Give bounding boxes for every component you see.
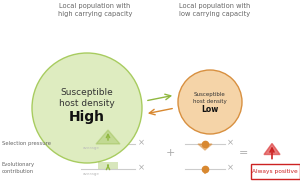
Polygon shape — [96, 130, 120, 144]
Text: Local population with
high carrying capacity: Local population with high carrying capa… — [58, 3, 132, 17]
Text: Evolutionary
contribution: Evolutionary contribution — [2, 162, 35, 174]
Text: =: = — [238, 148, 248, 159]
Text: average: average — [83, 146, 100, 151]
Text: average: average — [83, 172, 100, 176]
Text: Local population with
low carrying capacity: Local population with low carrying capac… — [179, 3, 250, 17]
Text: Low: Low — [201, 104, 219, 113]
Text: Susceptible
host density: Susceptible host density — [59, 88, 115, 108]
Text: +: + — [165, 148, 175, 159]
Text: ×: × — [137, 163, 145, 172]
FancyBboxPatch shape — [250, 163, 299, 179]
Text: Susceptible
host density: Susceptible host density — [193, 92, 227, 104]
Bar — [98, 162, 118, 169]
Text: ×: × — [137, 138, 145, 147]
Polygon shape — [264, 143, 280, 155]
Text: Selection pressure: Selection pressure — [2, 141, 51, 146]
Text: ×: × — [226, 163, 233, 172]
Text: High: High — [69, 110, 105, 124]
Text: ×: × — [226, 138, 233, 147]
Text: Always positive: Always positive — [252, 168, 298, 173]
Polygon shape — [198, 144, 212, 150]
Circle shape — [178, 70, 242, 134]
Circle shape — [32, 53, 142, 163]
